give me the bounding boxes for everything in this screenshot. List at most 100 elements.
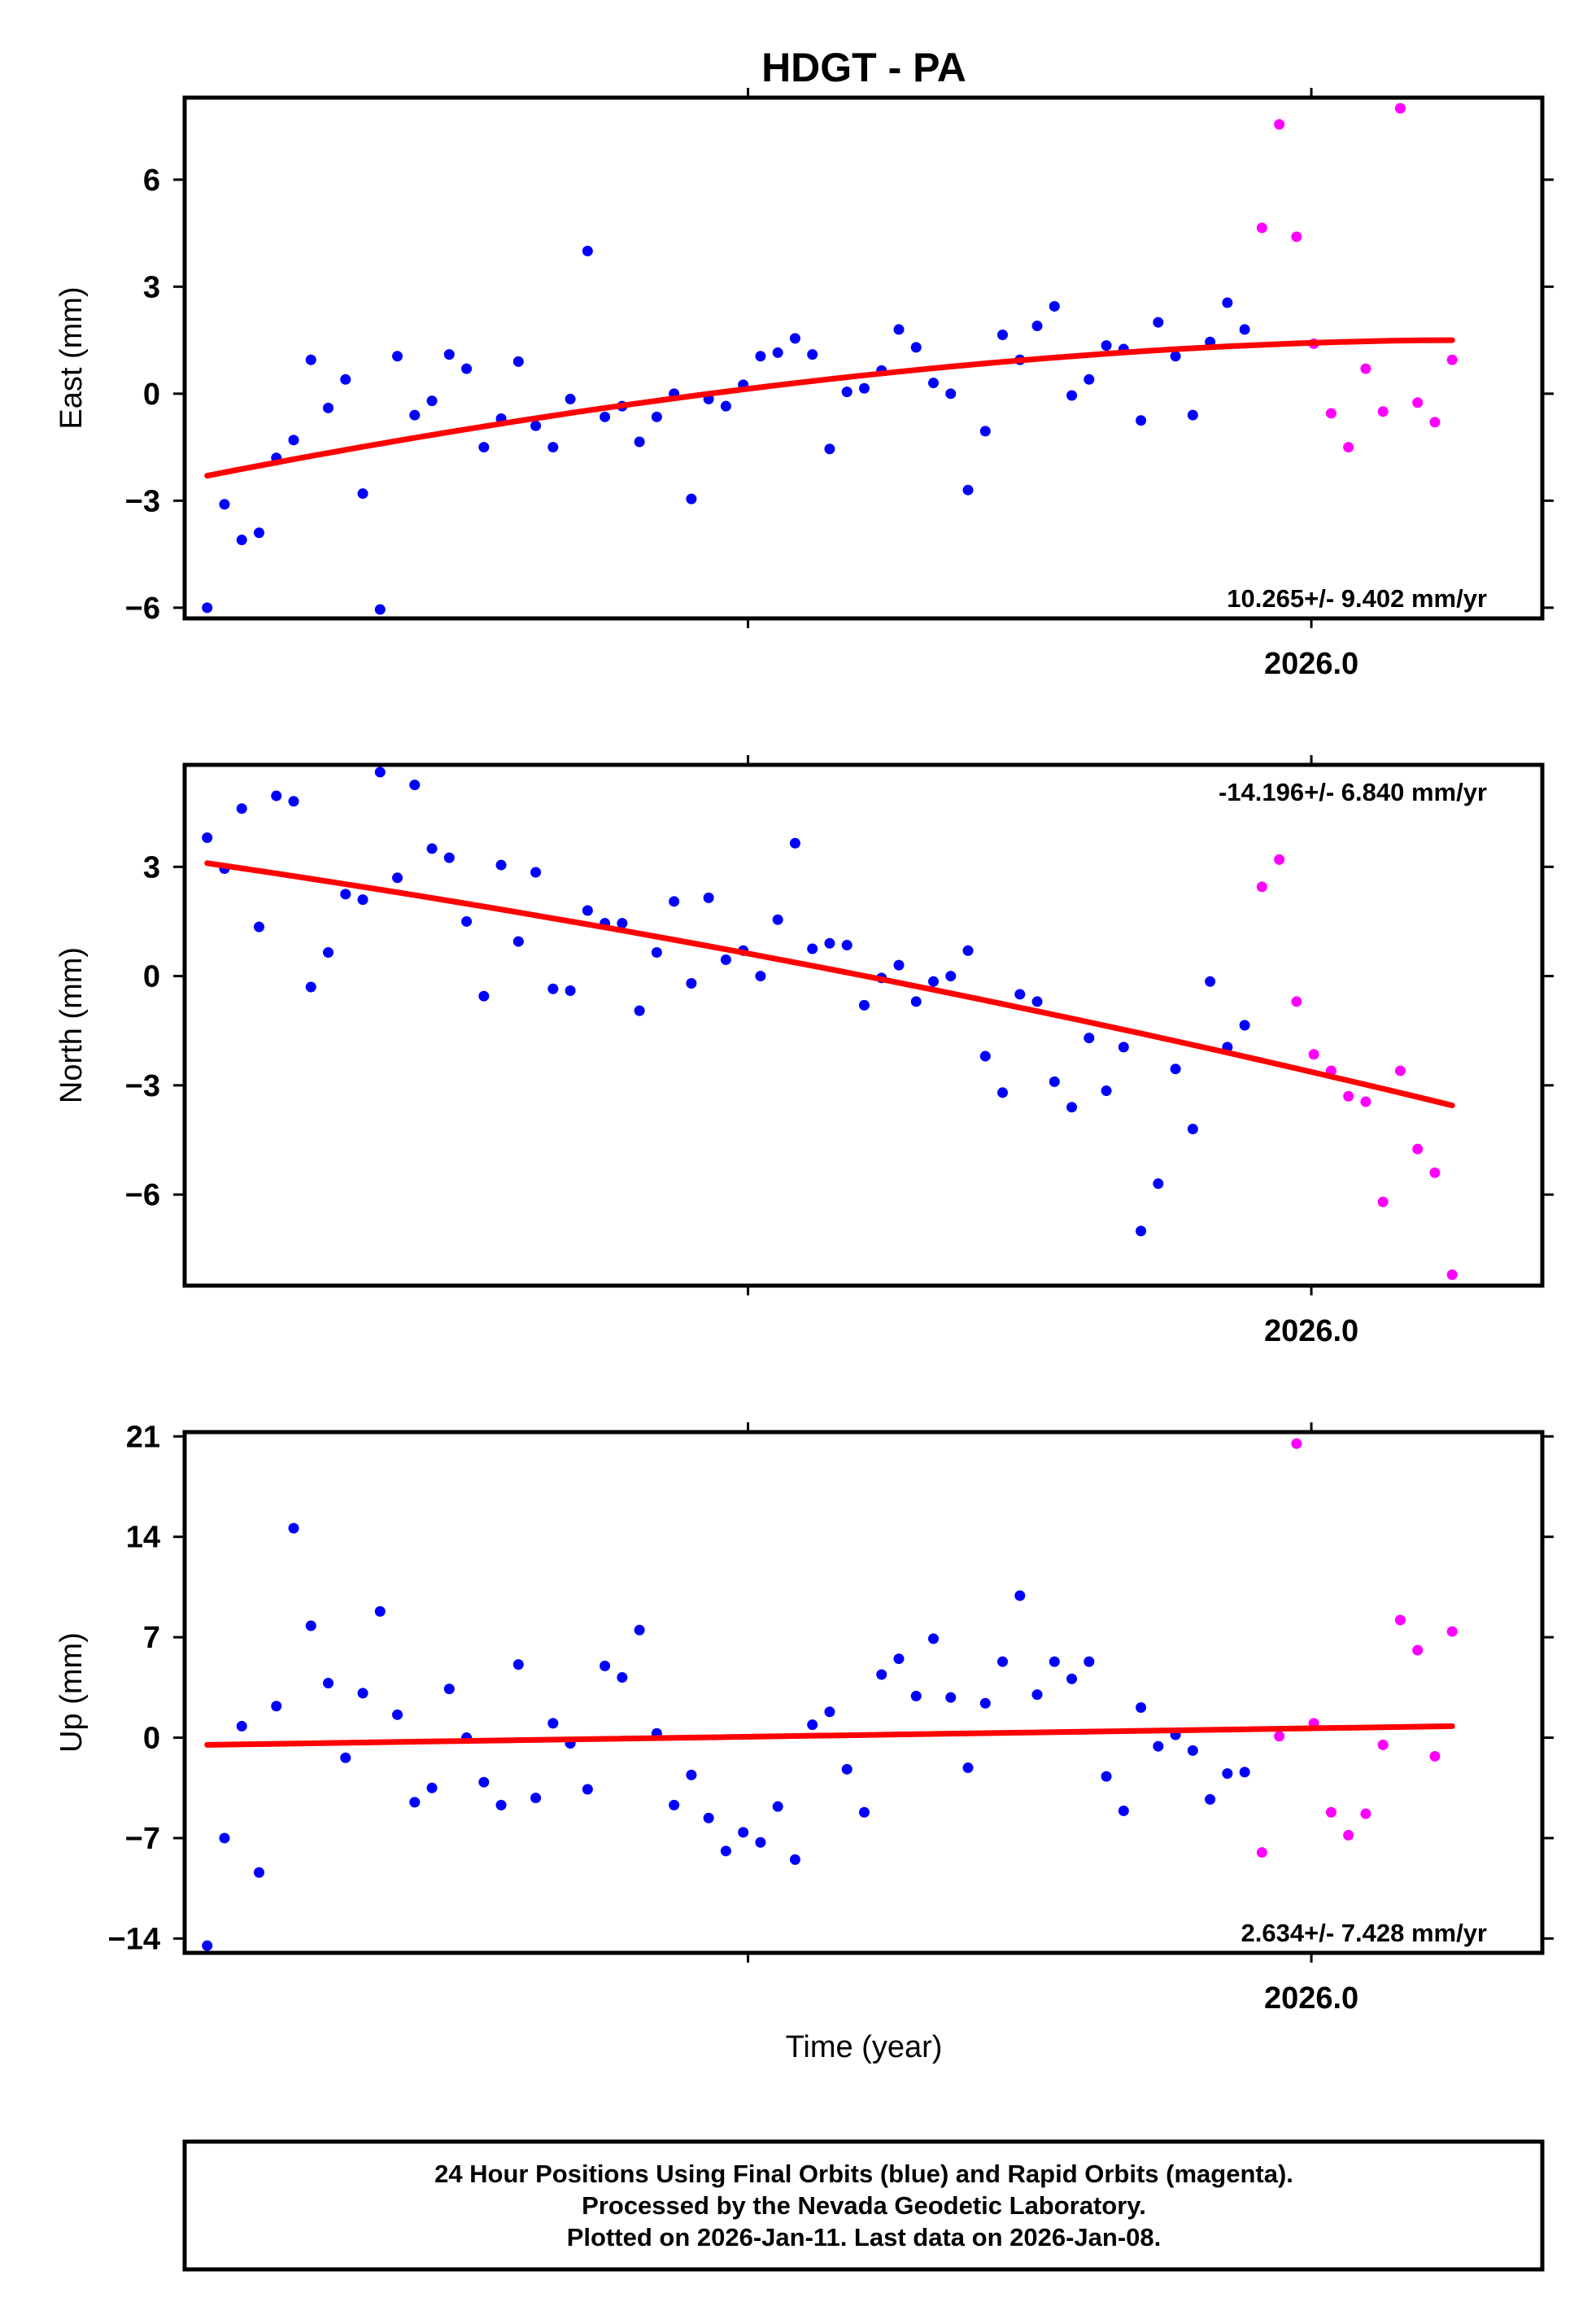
north-final-point [374,766,386,778]
up-final-point [512,1659,524,1671]
east-final-point [807,349,818,360]
north-final-point [772,914,783,925]
up-final-point [322,1678,334,1689]
east-final-point [858,382,870,394]
north-final-point [565,985,576,996]
north-final-point [634,1005,645,1016]
up-final-point [997,1656,1009,1667]
north-final-point [910,996,922,1007]
north-final-point [1239,1020,1250,1031]
up-final-point [1118,1805,1129,1816]
east-final-point [1187,409,1198,421]
east-rapid-point [1429,417,1441,428]
up-final-point [547,1718,559,1729]
up-final-point [720,1845,731,1857]
east-rate-label: 10.265+/- 9.402 mm/yr [1227,584,1487,613]
east-plot-frame [182,95,1545,621]
north-final-point [1031,996,1043,1007]
up-final-point [1222,1768,1233,1780]
up-final-point [495,1799,507,1810]
north-final-point [1014,989,1026,1000]
north-rapid-point [1256,881,1267,893]
east-final-point [305,354,316,365]
east-final-point [789,333,800,344]
north-xtick-label: 2026.0 [1264,1314,1358,1348]
up-plot-frame [182,1430,1545,1955]
north-trend-line [204,860,1455,1108]
east-final-point [1153,317,1164,328]
north-final-point [1118,1042,1129,1053]
up-final-point [738,1827,749,1838]
up-final-point [634,1624,645,1636]
up-final-point [910,1690,922,1701]
east-final-point [253,527,264,539]
east-y-axis-label: East (mm) [55,286,89,429]
east-ytick-label: −6 [125,592,160,626]
north-final-point [686,978,697,989]
east-rapid-point [1274,119,1285,130]
north-rapid-point [1274,854,1285,865]
up-final-point [357,1688,368,1699]
north-panel: −6 −3 0 3 2026.0 North (mm) -14.196+/- 6.840 m… [55,755,1554,1348]
x-axis-label: Time (year) [786,2030,943,2064]
up-ytick-label: 21 [126,1420,160,1454]
up-final-point [219,1832,230,1844]
east-final-point [893,324,905,335]
up-xtick-label: 2026.0 [1264,1981,1358,2016]
north-final-point [997,1087,1009,1098]
up-final-point [236,1720,247,1732]
up-final-point [1101,1771,1112,1782]
up-final-point [858,1806,870,1818]
east-final-point [547,442,559,453]
north-final-point [409,780,421,791]
north-final-point [202,832,213,844]
east-xtick-label: 2026.0 [1264,647,1358,681]
up-ytick-label: 7 [143,1621,160,1655]
up-final-point [755,1837,766,1848]
east-final-point [945,388,957,400]
north-rapid-point [1360,1096,1371,1107]
up-final-point [945,1692,957,1703]
up-ytick-label: −14 [108,1922,160,1956]
north-final-point [858,999,870,1011]
east-final-point [1049,300,1060,312]
east-ytick-label: 0 [143,378,160,412]
north-rapid-point [1291,996,1302,1007]
up-ytick-label: −7 [125,1822,160,1856]
north-final-point [271,790,282,801]
north-final-point [1049,1076,1060,1087]
north-final-point [530,867,542,878]
north-final-point [962,945,974,956]
up-trend-line [204,1723,1455,1748]
east-final-point [651,411,662,422]
north-final-point [461,915,473,927]
north-final-point [755,971,766,982]
up-rapid-point [1394,1614,1406,1626]
east-final-point [530,420,542,431]
up-panel: −14 −7 0 7 14 21 2026.0 Up (mm) 2.634+/- 7.428 m… [55,1420,1554,2016]
up-final-point [1014,1590,1026,1601]
north-final-point [720,954,731,965]
north-final-point [669,896,680,907]
north-final-point [547,983,559,994]
north-final-point [305,981,316,993]
north-rapid-point [1446,1269,1458,1281]
up-final-point [582,1784,593,1795]
up-final-point [617,1671,628,1683]
north-final-point [1136,1225,1147,1237]
north-final-point [582,905,593,916]
north-final-point [807,943,818,954]
east-final-point [392,351,403,362]
up-final-point [409,1797,421,1808]
up-final-point [807,1719,818,1731]
east-final-point [824,443,835,455]
east-final-point [512,356,524,367]
east-final-point [582,245,593,256]
north-final-point [392,872,403,884]
up-final-point [1084,1656,1095,1667]
north-final-point [789,837,800,849]
east-final-point [1066,390,1078,401]
up-final-point [979,1697,991,1709]
up-final-point [1153,1740,1164,1752]
north-final-point [1153,1178,1164,1190]
